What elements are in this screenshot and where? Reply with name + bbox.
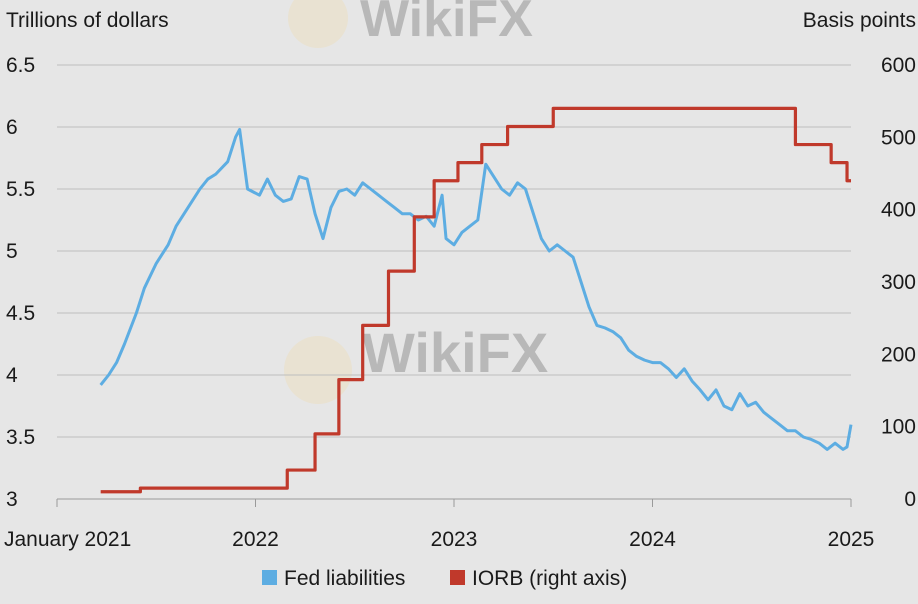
series-line-1: [100, 106, 851, 494]
legend: Fed liabilities IORB (right axis): [262, 567, 627, 590]
left-axis-label: Trillions of dollars: [6, 9, 169, 32]
x-tick-label: January 2021: [4, 528, 131, 551]
watermark-center: WikiFX: [284, 321, 548, 404]
y-left-tick-label: 4.5: [6, 302, 35, 325]
y-axis-left: 3 3.5 4 4.5 5 5.5 6 6.5: [6, 54, 35, 511]
watermark-text-top: WikiFX: [360, 0, 533, 48]
x-tick-label: 2024: [629, 528, 676, 551]
y-right-tick-label: 600: [881, 54, 916, 77]
y-left-tick-label: 3: [6, 488, 18, 511]
y-left-tick-label: 4: [6, 364, 18, 387]
y-left-tick-label: 5: [6, 240, 18, 263]
x-tick-label: 2023: [431, 528, 478, 551]
series-line-0: [99, 127, 853, 451]
y-left-tick-label: 5.5: [6, 178, 35, 201]
watermark-logo-icon: [284, 336, 352, 404]
legend-swatch: [450, 570, 465, 585]
y-left-tick-label: 6.5: [6, 54, 35, 77]
y-left-tick-label: 3.5: [6, 426, 35, 449]
x-tick-label: 2022: [232, 528, 279, 551]
gridlines: [57, 64, 851, 438]
legend-swatch: [262, 570, 277, 585]
y-right-tick-label: 200: [881, 343, 916, 366]
right-axis-label: Basis points: [803, 9, 916, 32]
y-right-tick-label: 500: [881, 126, 916, 149]
y-right-tick-label: 400: [881, 199, 916, 222]
watermark-top: WikiFX: [288, 0, 533, 48]
x-tick-label: 2025: [828, 528, 875, 551]
y-axis-right: 0 100 200 300 400 500 600: [881, 54, 916, 511]
watermark-text-center: WikiFX: [362, 321, 548, 384]
watermark-logo-icon: [288, 0, 348, 48]
y-right-tick-label: 100: [881, 416, 916, 439]
y-right-tick-label: 300: [881, 271, 916, 294]
series-group: [99, 106, 853, 494]
legend-label: Fed liabilities: [284, 567, 405, 590]
y-right-tick-label: 0: [904, 488, 916, 511]
legend-label: IORB (right axis): [472, 567, 627, 590]
y-left-tick-label: 6: [6, 116, 18, 139]
x-axis: January 2021 2022 2023 2024 2025: [4, 498, 875, 551]
watermark-group: WikiFX WikiFX: [284, 0, 548, 404]
